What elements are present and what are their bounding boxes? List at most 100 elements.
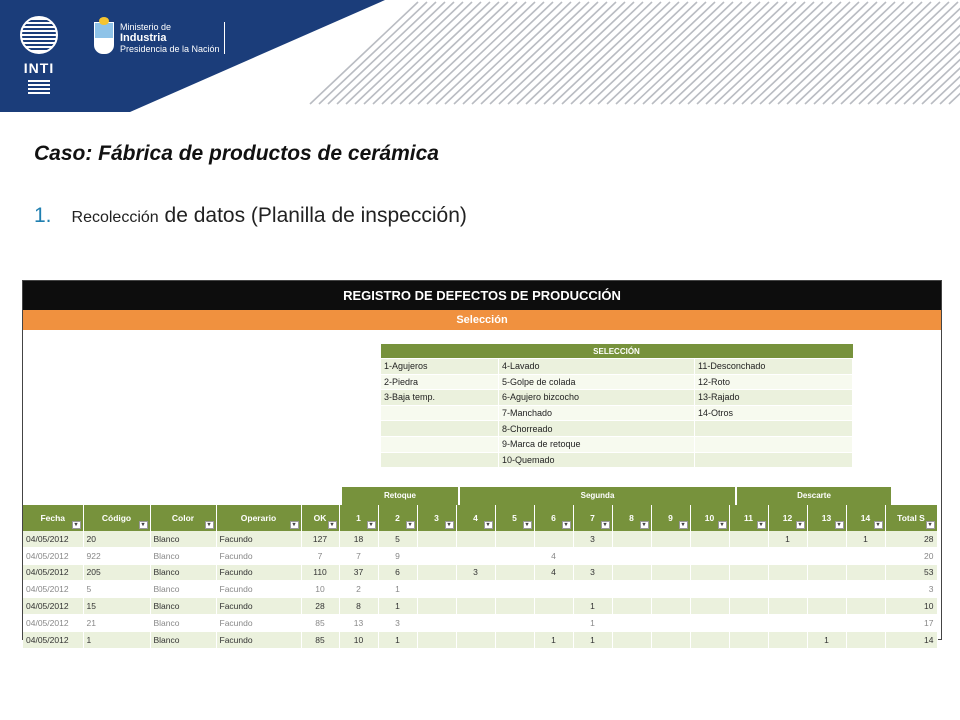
total-cell[interactable]: 17 — [885, 614, 938, 632]
table-cell[interactable] — [846, 564, 886, 582]
table-cell[interactable] — [417, 531, 457, 548]
table-cell[interactable]: 205 — [83, 564, 151, 582]
table-cell[interactable] — [495, 580, 535, 599]
table-cell[interactable] — [807, 580, 847, 599]
table-cell[interactable]: 7 — [339, 547, 379, 565]
filter-dropdown-icon[interactable]: ▾ — [717, 521, 727, 529]
filter-dropdown-icon[interactable]: ▾ — [289, 521, 299, 529]
table-cell[interactable] — [612, 531, 652, 548]
filter-dropdown-icon[interactable]: ▾ — [795, 521, 805, 529]
table-cell[interactable]: 1 — [83, 631, 151, 649]
filter-dropdown-icon[interactable]: ▾ — [600, 521, 610, 529]
table-cell[interactable]: 18 — [339, 531, 379, 548]
table-cell[interactable]: 85 — [301, 614, 340, 632]
table-cell[interactable] — [495, 614, 535, 632]
table-cell[interactable]: Facundo — [216, 614, 302, 632]
total-cell[interactable]: 28 — [885, 531, 938, 548]
table-cell[interactable]: 10 — [301, 580, 340, 599]
table-cell[interactable]: Facundo — [216, 564, 302, 582]
table-cell[interactable] — [417, 597, 457, 615]
filter-dropdown-icon[interactable]: ▾ — [405, 521, 415, 529]
table-cell[interactable] — [651, 597, 691, 615]
table-cell[interactable] — [456, 531, 496, 548]
table-cell[interactable]: 1 — [378, 580, 418, 599]
table-cell[interactable] — [417, 564, 457, 582]
table-cell[interactable]: 5 — [83, 580, 151, 599]
table-cell[interactable] — [534, 580, 574, 599]
table-cell[interactable] — [846, 547, 886, 565]
table-cell[interactable] — [456, 631, 496, 649]
table-cell[interactable] — [417, 580, 457, 599]
table-cell[interactable] — [846, 597, 886, 615]
table-cell[interactable]: 20 — [83, 531, 151, 548]
table-cell[interactable] — [417, 547, 457, 565]
table-cell[interactable] — [690, 631, 730, 649]
table-cell[interactable] — [729, 531, 769, 548]
table-cell[interactable] — [729, 564, 769, 582]
table-cell[interactable]: 2 — [339, 580, 379, 599]
table-cell[interactable]: 04/05/2012 — [23, 564, 84, 582]
table-cell[interactable] — [807, 531, 847, 548]
table-cell[interactable]: 04/05/2012 — [23, 597, 84, 615]
table-cell[interactable]: 04/05/2012 — [23, 547, 84, 565]
table-cell[interactable] — [456, 547, 496, 565]
table-cell[interactable] — [651, 580, 691, 599]
table-cell[interactable] — [729, 580, 769, 599]
table-cell[interactable] — [534, 531, 574, 548]
table-cell[interactable]: 04/05/2012 — [23, 580, 84, 599]
table-cell[interactable]: 1 — [768, 531, 808, 548]
table-cell[interactable] — [612, 631, 652, 649]
table-cell[interactable]: 6 — [378, 564, 418, 582]
table-cell[interactable]: Facundo — [216, 547, 302, 565]
table-cell[interactable] — [768, 597, 808, 615]
table-cell[interactable]: 127 — [301, 531, 340, 548]
filter-dropdown-icon[interactable]: ▾ — [925, 521, 935, 529]
table-cell[interactable]: 1 — [573, 631, 613, 649]
filter-dropdown-icon[interactable]: ▾ — [522, 521, 532, 529]
table-cell[interactable] — [729, 597, 769, 615]
table-cell[interactable] — [846, 631, 886, 649]
table-cell[interactable]: Blanco — [150, 597, 217, 615]
filter-dropdown-icon[interactable]: ▾ — [71, 521, 81, 529]
table-cell[interactable] — [807, 614, 847, 632]
table-cell[interactable] — [807, 564, 847, 582]
table-cell[interactable]: 13 — [339, 614, 379, 632]
table-cell[interactable] — [612, 597, 652, 615]
table-cell[interactable] — [495, 531, 535, 548]
total-cell[interactable]: 53 — [885, 564, 938, 582]
table-cell[interactable] — [690, 614, 730, 632]
table-cell[interactable]: 8 — [339, 597, 379, 615]
table-cell[interactable] — [690, 547, 730, 565]
total-cell[interactable]: 10 — [885, 597, 938, 615]
filter-dropdown-icon[interactable]: ▾ — [639, 521, 649, 529]
table-cell[interactable] — [495, 597, 535, 615]
table-cell[interactable] — [534, 597, 574, 615]
table-cell[interactable] — [495, 631, 535, 649]
table-cell[interactable]: Facundo — [216, 631, 302, 649]
table-cell[interactable] — [768, 580, 808, 599]
table-cell[interactable] — [690, 597, 730, 615]
table-cell[interactable]: 1 — [534, 631, 574, 649]
table-cell[interactable]: 5 — [378, 531, 418, 548]
table-cell[interactable] — [846, 614, 886, 632]
table-cell[interactable]: Blanco — [150, 614, 217, 632]
table-cell[interactable]: 37 — [339, 564, 379, 582]
table-cell[interactable] — [612, 547, 652, 565]
table-cell[interactable] — [768, 614, 808, 632]
table-cell[interactable]: 1 — [573, 597, 613, 615]
table-cell[interactable]: Blanco — [150, 564, 217, 582]
filter-dropdown-icon[interactable]: ▾ — [444, 521, 454, 529]
table-cell[interactable] — [417, 631, 457, 649]
filter-dropdown-icon[interactable]: ▾ — [561, 521, 571, 529]
table-cell[interactable] — [807, 597, 847, 615]
table-cell[interactable] — [612, 614, 652, 632]
table-cell[interactable] — [846, 580, 886, 599]
table-cell[interactable]: 1 — [378, 597, 418, 615]
table-cell[interactable]: 1 — [378, 631, 418, 649]
table-cell[interactable]: 1 — [846, 531, 886, 548]
table-cell[interactable] — [690, 580, 730, 599]
table-cell[interactable]: 04/05/2012 — [23, 531, 84, 548]
table-cell[interactable]: 04/05/2012 — [23, 614, 84, 632]
filter-dropdown-icon[interactable]: ▾ — [138, 521, 148, 529]
table-cell[interactable] — [729, 547, 769, 565]
